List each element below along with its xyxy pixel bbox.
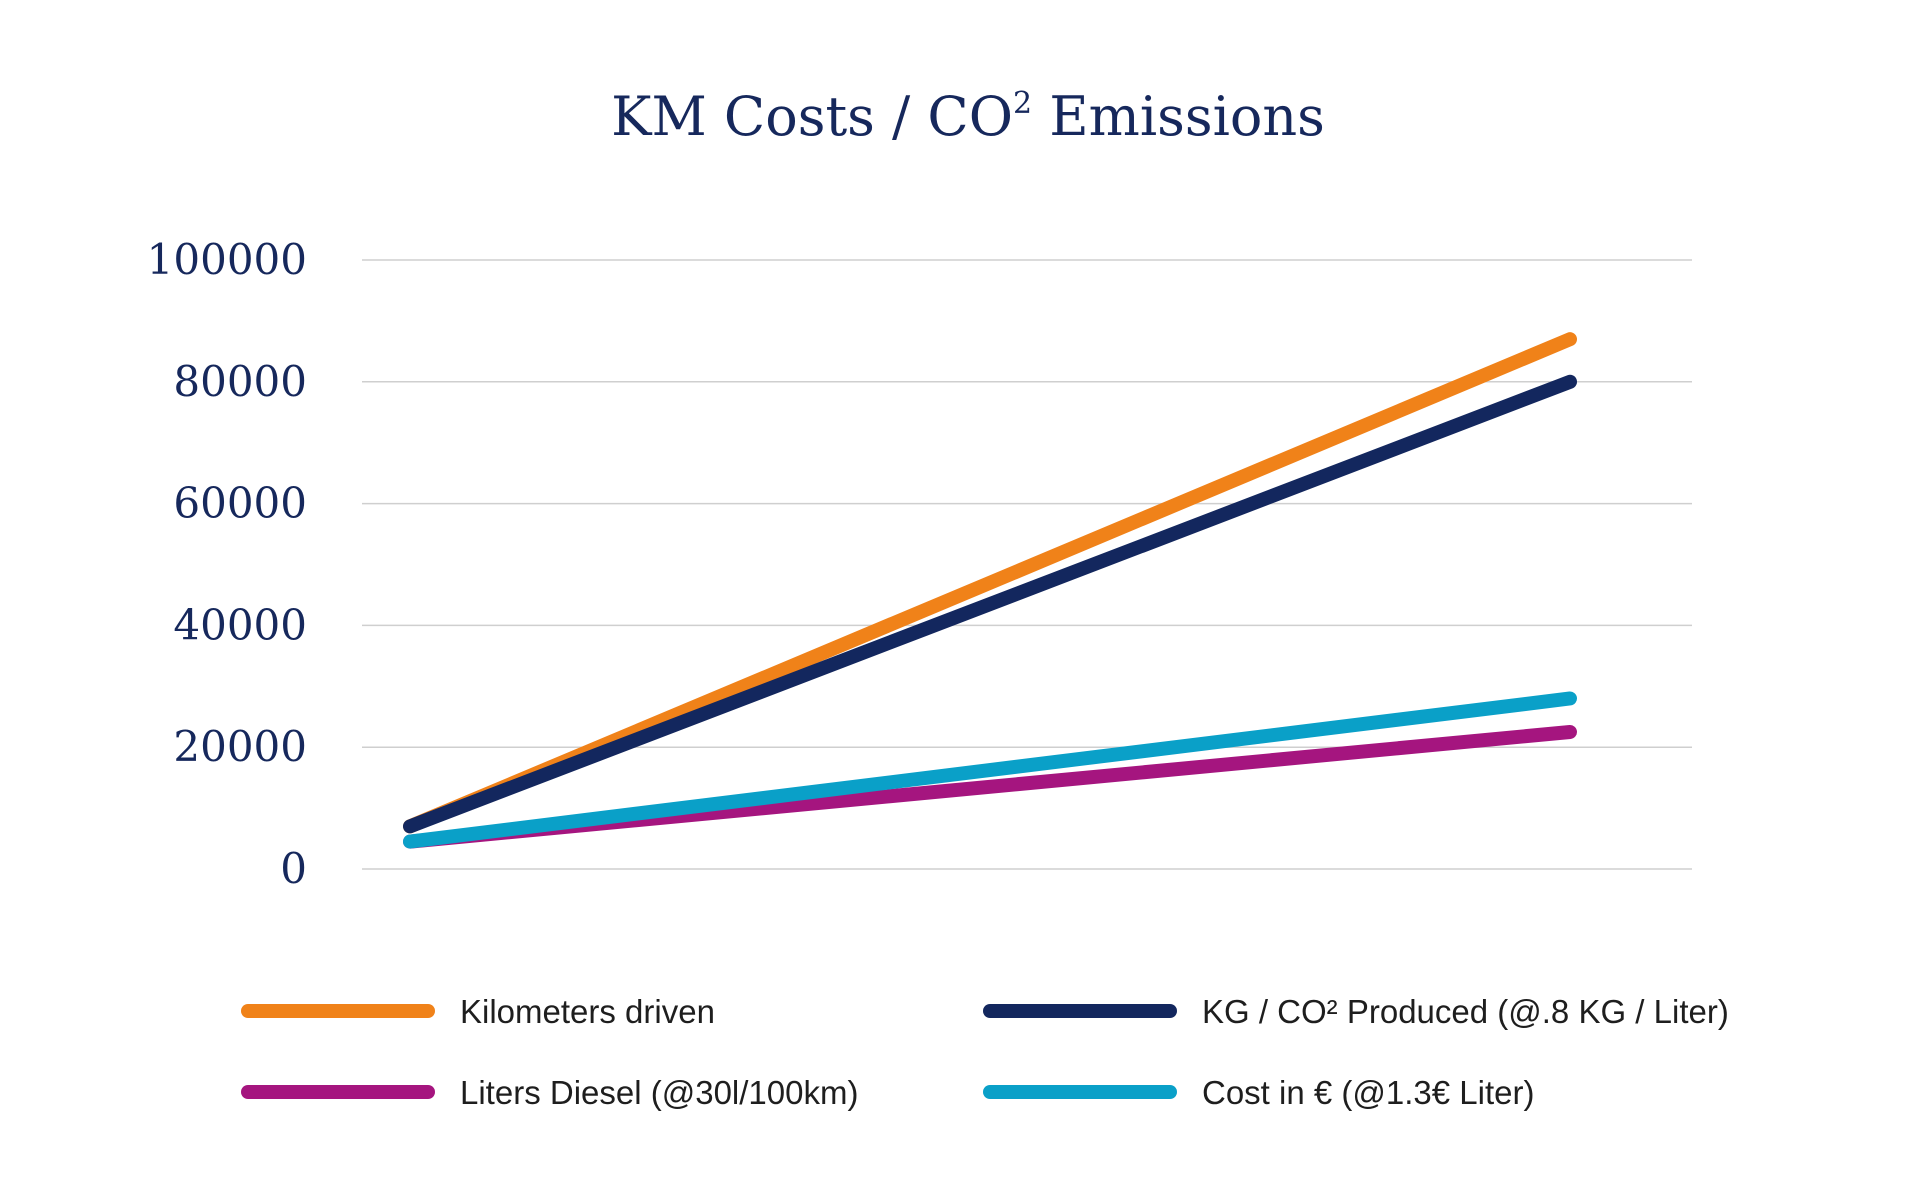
chart-title: KM Costs / CO2 Emissions — [611, 85, 1325, 148]
legend-label: Liters Diesel (@30l/100km) — [460, 1074, 858, 1111]
series-line-4 — [403, 691, 1577, 849]
chart-title-rest: Emissions — [1032, 85, 1325, 148]
legend: Kilometers driven KG / CO² Produced (@.8 … — [241, 993, 1729, 1111]
y-tick-label: 20000 — [173, 722, 307, 771]
y-axis-ticks: 0 20000 40000 60000 80000 100000 — [147, 235, 307, 893]
y-tick-label: 100000 — [147, 235, 307, 284]
legend-label: KG / CO² Produced (@.8 KG / Liter) — [1202, 993, 1729, 1030]
legend-label: Cost in € (@1.3€ Liter) — [1202, 1074, 1534, 1111]
series-lines — [403, 332, 1577, 849]
y-tick-label: 40000 — [173, 600, 307, 649]
y-tick-label: 0 — [280, 844, 307, 893]
chart-title-superscript: 2 — [1013, 86, 1032, 121]
series-line-2 — [403, 374, 1577, 834]
legend-label: Kilometers driven — [460, 993, 715, 1030]
y-tick-label: 80000 — [173, 357, 307, 406]
y-tick-label: 60000 — [173, 479, 307, 528]
chart-title-main: KM Costs / CO — [611, 85, 1013, 148]
